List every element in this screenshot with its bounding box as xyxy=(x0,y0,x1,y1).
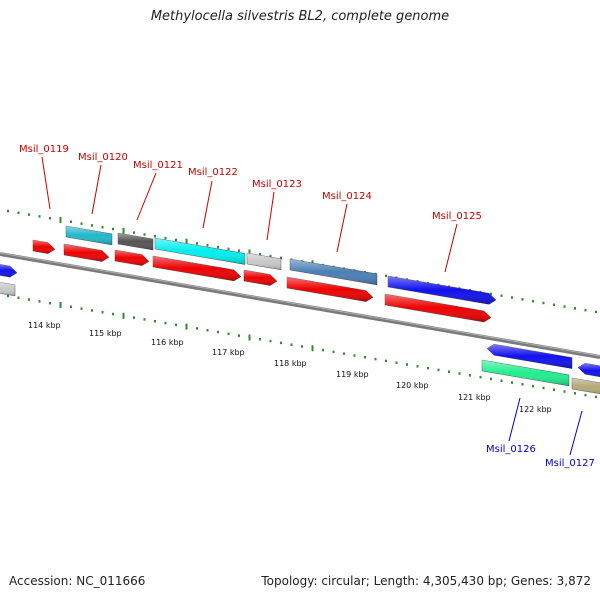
gene-label: Msil_0127 xyxy=(545,458,595,469)
gene-feature-shade xyxy=(66,226,112,245)
leader-line xyxy=(336,203,348,253)
gene-features xyxy=(0,225,600,395)
gene-label: Msil_0126 xyxy=(486,444,536,455)
gene-feature-shade xyxy=(118,233,153,250)
gene-feature-shade xyxy=(287,277,373,302)
gene-feature-shade xyxy=(385,294,491,322)
map-title: Methylocella silvestris BL2, complete ge… xyxy=(150,9,450,24)
gene-feature-shade xyxy=(247,253,281,270)
gene-label: Msil_0119 xyxy=(19,144,69,155)
gene-feature-shade xyxy=(572,378,600,394)
leader-line xyxy=(266,191,275,241)
gene-feature-shade xyxy=(482,360,569,386)
gene-feature-shade xyxy=(578,363,600,377)
gene-label: Msil_0123 xyxy=(252,179,302,190)
leader-line xyxy=(444,223,458,273)
leader-line xyxy=(569,410,583,456)
leader-line xyxy=(202,180,213,229)
topology-text: Topology: circular; Length: 4,305,430 bp… xyxy=(261,574,591,588)
kbp-label: 118 kbp xyxy=(274,359,307,368)
gene-labels: Msil_0119 Msil_0120 Msil_0121 Msil_0122 Msil… xyxy=(19,144,595,469)
gene-feature-shade xyxy=(155,238,245,265)
kbp-label: 120 kbp xyxy=(396,381,429,390)
kbp-labels: 114 kbp 115 kbp 116 kbp 117 kbp 118 kbp 119 k… xyxy=(28,321,552,414)
leader-line xyxy=(91,164,102,215)
gene-feature-shade xyxy=(0,282,15,296)
kbp-label: 122 kbp xyxy=(519,405,552,414)
gene-feature-shade xyxy=(64,244,109,262)
gene-feature-shade xyxy=(115,250,149,266)
gene-feature-shade xyxy=(33,240,55,254)
leader-line xyxy=(41,156,51,210)
leader-line xyxy=(508,397,521,442)
gene-label: Msil_0120 xyxy=(78,152,128,163)
tick-row-bottom xyxy=(7,294,597,399)
accession-text: Accession: NC_011666 xyxy=(9,574,146,588)
gene-feature-shade xyxy=(290,259,377,285)
kbp-label: 117 kbp xyxy=(212,348,245,357)
gene-label: Msil_0122 xyxy=(188,167,238,178)
kbp-label: 116 kbp xyxy=(151,338,184,347)
tick-row-top xyxy=(7,209,597,314)
gene-feature-shade xyxy=(487,344,572,369)
kbp-label: 115 kbp xyxy=(89,329,122,338)
gene-label: Msil_0125 xyxy=(432,211,482,222)
gene-feature-shade xyxy=(0,264,17,278)
gene-feature-shade xyxy=(244,270,277,286)
kbp-label: 121 kbp xyxy=(458,393,491,402)
leader-line xyxy=(136,172,157,221)
gene-feature-shade xyxy=(153,256,241,281)
genome-backbone xyxy=(0,252,600,359)
kbp-label: 119 kbp xyxy=(336,370,369,379)
gene-label: Msil_0124 xyxy=(322,191,372,202)
gene-label: Msil_0121 xyxy=(133,160,183,171)
kbp-label: 114 kbp xyxy=(28,321,61,330)
gene-feature-shade xyxy=(388,276,496,305)
